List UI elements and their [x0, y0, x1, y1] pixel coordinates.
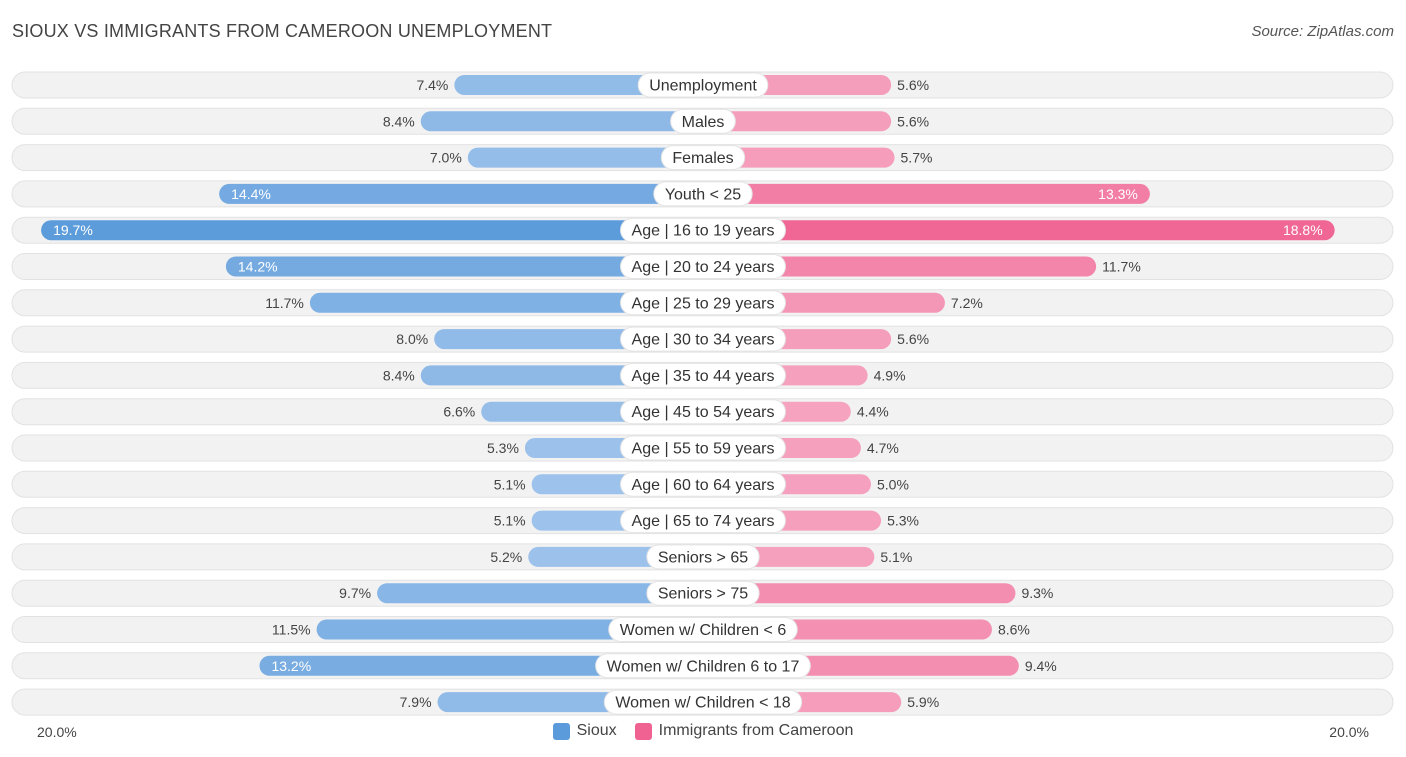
category-label-age-55-to-59-years: Age | 55 to 59 years	[632, 441, 775, 458]
legend-item-immigrants-from-cameroon[interactable]: Immigrants from Cameroon	[634, 722, 854, 740]
bar-immigrants-from-cameroon	[703, 183, 1150, 204]
value-label-sioux: 14.2%	[238, 259, 278, 275]
legend-label-immigrants-from-cameroon: Immigrants from Cameroon	[658, 722, 854, 739]
chart-title: SIOUX VS IMMIGRANTS FROM CAMEROON UNEMPL…	[12, 21, 553, 41]
legend-swatch-immigrants-from-cameroon	[634, 722, 652, 740]
value-label-immigrants-from-cameroon: 5.0%	[877, 476, 909, 492]
category-pill	[653, 181, 753, 207]
legend-label-sioux: Sioux	[576, 722, 617, 739]
value-label-immigrants-from-cameroon: 5.3%	[887, 513, 919, 529]
category-label-age-35-to-44-years: Age | 35 to 44 years	[632, 368, 775, 385]
category-pill	[620, 326, 786, 352]
category-label-age-65-to-74-years: Age | 65 to 74 years	[632, 513, 775, 530]
category-pill	[620, 399, 786, 425]
category-pill	[595, 653, 811, 679]
bar-immigrants-from-cameroon	[703, 256, 1097, 277]
category-label-females: Females	[672, 150, 733, 167]
axis-min-label: 20.0%	[37, 724, 77, 740]
category-label-age-60-to-64-years: Age | 60 to 64 years	[632, 477, 775, 494]
category-pill	[670, 108, 736, 134]
value-label-sioux: 7.0%	[430, 150, 462, 166]
value-label-immigrants-from-cameroon: 5.9%	[907, 694, 939, 710]
value-label-immigrants-from-cameroon: 5.6%	[897, 331, 929, 347]
value-label-immigrants-from-cameroon: 13.3%	[1098, 186, 1138, 202]
bar-sioux	[377, 583, 703, 604]
category-pill	[660, 145, 746, 171]
category-pill	[620, 435, 786, 461]
value-label-immigrants-from-cameroon: 5.6%	[897, 77, 929, 93]
value-label-immigrants-from-cameroon: 5.7%	[901, 150, 933, 166]
value-label-immigrants-from-cameroon: 5.6%	[897, 113, 929, 129]
value-label-sioux: 14.4%	[231, 186, 271, 202]
category-label-age-16-to-19-years: Age | 16 to 19 years	[632, 223, 775, 240]
value-label-immigrants-from-cameroon: 4.9%	[874, 367, 906, 383]
category-label-women-w-children-6: Women w/ Children < 6	[620, 622, 787, 639]
bar-immigrants-from-cameroon	[703, 220, 1335, 241]
value-label-immigrants-from-cameroon: 11.7%	[1102, 259, 1141, 275]
category-label-age-25-to-29-years: Age | 25 to 29 years	[632, 295, 775, 312]
category-pill	[646, 580, 760, 606]
value-label-immigrants-from-cameroon: 4.7%	[867, 440, 899, 456]
bar-immigrants-from-cameroon	[703, 147, 895, 168]
category-label-women-w-children-18: Women w/ Children < 18	[615, 695, 790, 712]
legend: Sioux Immigrants from Cameroon	[0, 722, 1406, 740]
value-label-sioux: 13.2%	[271, 658, 311, 674]
category-pill	[646, 544, 760, 570]
bar-sioux	[316, 619, 703, 640]
value-label-sioux: 5.1%	[494, 476, 526, 492]
category-label-seniors-75: Seniors > 75	[658, 586, 748, 603]
category-label-unemployment: Unemployment	[649, 78, 757, 95]
value-label-sioux: 5.3%	[487, 440, 519, 456]
value-label-immigrants-from-cameroon: 9.3%	[1021, 585, 1053, 601]
value-label-sioux: 7.4%	[416, 77, 448, 93]
category-pill	[637, 72, 769, 98]
value-label-sioux: 11.7%	[265, 295, 304, 311]
value-label-sioux: 19.7%	[53, 222, 93, 238]
value-label-sioux: 11.5%	[272, 622, 311, 638]
bar-sioux	[219, 183, 703, 204]
bar-sioux	[420, 111, 703, 132]
value-label-sioux: 8.4%	[383, 113, 415, 129]
bar-sioux	[225, 256, 703, 277]
value-label-sioux: 8.0%	[396, 331, 428, 347]
category-label-women-w-children-6-to-17: Women w/ Children 6 to 17	[607, 658, 800, 675]
category-label-age-30-to-34-years: Age | 30 to 34 years	[632, 332, 775, 349]
value-label-immigrants-from-cameroon: 4.4%	[857, 404, 889, 420]
value-label-immigrants-from-cameroon: 18.8%	[1283, 222, 1323, 238]
category-pill	[620, 254, 786, 279]
category-label-age-20-to-24-years: Age | 20 to 24 years	[632, 259, 775, 276]
source-credit: Source: ZipAtlas.com	[1251, 23, 1394, 40]
value-label-immigrants-from-cameroon: 8.6%	[998, 622, 1030, 638]
bar-sioux	[259, 655, 703, 676]
value-label-immigrants-from-cameroon: 7.2%	[951, 295, 983, 311]
value-label-sioux: 5.2%	[490, 549, 522, 565]
value-label-sioux: 6.6%	[443, 404, 475, 420]
category-pill	[620, 362, 786, 388]
category-pill	[620, 508, 786, 534]
category-label-seniors-65: Seniors > 65	[658, 549, 748, 566]
category-pill	[620, 471, 786, 497]
bar-sioux	[467, 147, 703, 168]
value-label-immigrants-from-cameroon: 9.4%	[1025, 658, 1057, 674]
category-pill	[603, 689, 803, 715]
category-pill	[620, 290, 786, 316]
legend-swatch-sioux	[552, 722, 570, 740]
category-pill	[620, 217, 786, 243]
bar-immigrants-from-cameroon	[703, 111, 892, 132]
axis-max-label: 20.0%	[1329, 724, 1369, 740]
category-label-youth-25: Youth < 25	[665, 186, 741, 203]
bar-sioux	[41, 220, 703, 241]
value-label-immigrants-from-cameroon: 5.1%	[880, 549, 912, 565]
category-pill	[608, 617, 798, 642]
value-label-sioux: 7.9%	[400, 694, 432, 710]
bar-immigrants-from-cameroon	[703, 583, 1016, 604]
category-label-age-45-to-54-years: Age | 45 to 54 years	[632, 404, 775, 421]
value-label-sioux: 9.7%	[339, 585, 371, 601]
legend-item-sioux[interactable]: Sioux	[552, 722, 617, 740]
value-label-sioux: 8.4%	[383, 367, 415, 383]
value-label-sioux: 5.1%	[494, 513, 526, 529]
bar-sioux	[309, 292, 703, 313]
category-label-males: Males	[682, 114, 725, 131]
